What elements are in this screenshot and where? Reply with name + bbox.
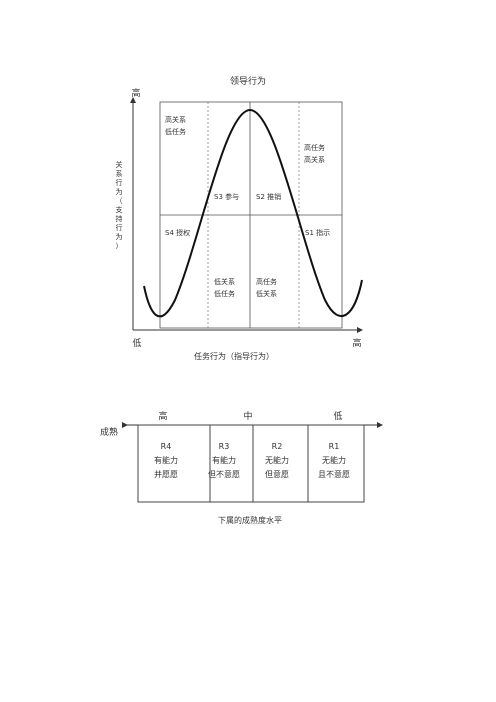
- level-r4: R4 有能力 并愿愿: [154, 442, 178, 479]
- y-axis-low-label: 低: [132, 337, 141, 349]
- y-axis-label-char: 为: [116, 232, 123, 241]
- scale-low: 低: [333, 410, 342, 422]
- maturity-frame: [137, 424, 365, 503]
- level-r3-line2: 但不意愿: [208, 469, 240, 479]
- x-axis-label: 任务行为（指导行为）: [194, 351, 274, 361]
- level-r3-code: R3: [219, 442, 230, 451]
- y-axis-label-char: 支: [116, 205, 123, 214]
- level-r4-code: R4: [161, 442, 172, 451]
- level-r2: R2 无能力 但意愿: [265, 442, 289, 479]
- level-r2-line1: 无能力: [265, 455, 289, 465]
- y-axis-high-label: 高: [131, 87, 140, 99]
- bottom-right-mid-line2: 低关系: [256, 289, 277, 298]
- top-left-line2: 低任务: [165, 127, 186, 136]
- bottom-left-mid-line1: 低关系: [214, 277, 235, 286]
- level-r1-line2: 且不意愿: [318, 469, 350, 479]
- leadership-title: 领导行为: [230, 75, 266, 87]
- x-axis-high-label: 高: [352, 337, 361, 349]
- y-axis-label-char: 关: [116, 160, 123, 169]
- style-s3-label: S3 参与: [214, 192, 239, 201]
- leadership-curve: [143, 108, 363, 318]
- style-s2-label: S2 推销: [256, 192, 281, 201]
- y-axis-label-char: 系: [116, 169, 123, 178]
- top-left-line1: 高关系: [165, 115, 186, 124]
- bottom-left-mid-line2: 低任务: [214, 289, 235, 298]
- level-r2-code: R2: [272, 442, 283, 451]
- y-axis-label-char: （: [116, 197, 123, 205]
- top-right-line2: 高关系: [304, 155, 325, 164]
- level-r2-line2: 但意愿: [265, 469, 289, 479]
- y-axis-label-char: 行: [116, 178, 123, 187]
- top-right-line1: 高任务: [304, 143, 325, 152]
- scale-mid: 中: [243, 410, 252, 422]
- y-axis-label-char: 为: [116, 187, 123, 196]
- level-r1: R1 无能力 且不意愿: [318, 442, 350, 479]
- y-axis-label-char: 持: [116, 214, 123, 223]
- maturity-caption: 下属的成熟度水平: [218, 515, 282, 525]
- level-r3-line1: 有能力: [212, 455, 236, 465]
- level-r4-line1: 有能力: [154, 455, 178, 465]
- level-r4-line2: 并愿愿: [154, 469, 178, 479]
- bottom-right-mid-line1: 高任务: [256, 277, 277, 286]
- y-axis-label-char: 行: [116, 223, 123, 232]
- maturity-left-label: 成熟: [100, 426, 118, 438]
- level-r3: R3 有能力 但不意愿: [208, 442, 240, 479]
- scale-high: 高: [158, 410, 167, 422]
- style-s4-label: S4 授权: [165, 228, 190, 237]
- level-r1-line1: 无能力: [322, 455, 346, 465]
- style-s1-label: S1 指示: [305, 228, 330, 237]
- level-r1-code: R1: [329, 442, 340, 451]
- y-axis-label-char: ）: [116, 242, 123, 250]
